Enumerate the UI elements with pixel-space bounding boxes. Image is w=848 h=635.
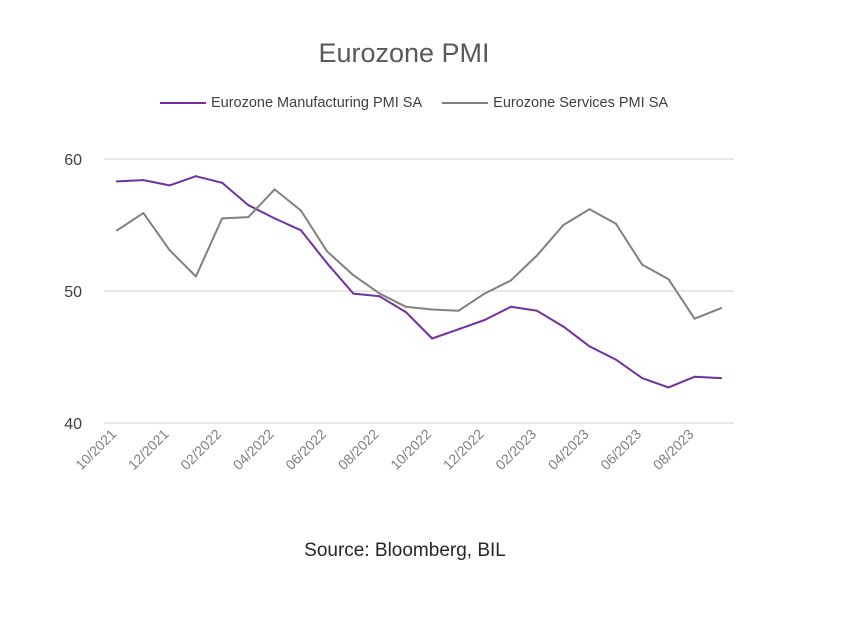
data-point-s0-19 xyxy=(614,358,617,361)
legend-swatch-manufacturing xyxy=(159,102,206,104)
data-point-s0-12 xyxy=(431,337,434,340)
data-point-s1-12 xyxy=(431,308,434,311)
data-point-s1-13 xyxy=(457,309,460,312)
data-point-s0-20 xyxy=(641,377,644,380)
data-point-s1-8 xyxy=(326,250,329,253)
data-point-s0-11 xyxy=(404,311,407,314)
data-point-s1-4 xyxy=(221,217,224,220)
data-point-s1-21 xyxy=(667,278,670,281)
data-point-s0-18 xyxy=(588,345,591,348)
data-point-s0-6 xyxy=(273,217,276,220)
data-point-s0-2 xyxy=(168,184,171,187)
x-tick-label-10-2022: 10/2022 xyxy=(387,426,434,473)
y-tick-label-60: 60 xyxy=(64,152,82,169)
legend-label-manufacturing: Eurozone Manufacturing PMI SA xyxy=(210,95,423,111)
data-point-s0-15 xyxy=(509,305,512,308)
data-point-s0-1 xyxy=(142,179,145,182)
data-point-s0-3 xyxy=(194,175,197,178)
x-tick-label-08-2023: 08/2023 xyxy=(650,426,697,473)
data-point-s1-19 xyxy=(614,222,617,225)
data-point-s0-22 xyxy=(693,375,696,378)
x-tick-label-12-2021: 12/2021 xyxy=(125,426,172,473)
data-point-s0-17 xyxy=(562,325,565,328)
series-line-0 xyxy=(116,175,722,389)
data-point-s1-9 xyxy=(352,274,355,277)
legend-swatch-services xyxy=(442,102,489,104)
legend-item-services: Eurozone Services PMI SA xyxy=(442,95,668,111)
data-point-s0-9 xyxy=(352,292,355,295)
data-point-s0-10 xyxy=(378,295,381,298)
legend-item-manufacturing: Eurozone Manufacturing PMI SA xyxy=(159,95,423,111)
chart-title: Eurozone PMI xyxy=(318,38,490,68)
data-point-s1-15 xyxy=(509,279,512,282)
data-point-s1-14 xyxy=(483,292,486,295)
data-point-s1-0 xyxy=(116,229,119,232)
legend: Eurozone Manufacturing PMI SA Eurozone S… xyxy=(0,92,828,111)
data-point-s1-22 xyxy=(693,317,696,320)
data-point-s1-7 xyxy=(299,209,302,212)
data-point-s0-23 xyxy=(719,377,722,380)
data-point-s0-0 xyxy=(116,180,119,183)
data-point-s1-17 xyxy=(562,224,565,226)
data-point-s0-7 xyxy=(299,229,302,232)
data-point-s0-8 xyxy=(326,262,329,265)
y-tick-label-50: 50 xyxy=(64,284,82,301)
data-point-s1-11 xyxy=(404,305,407,308)
data-point-s0-4 xyxy=(221,181,224,184)
x-tick-label-04-2023: 04/2023 xyxy=(545,426,592,473)
data-point-s0-21 xyxy=(667,386,670,389)
data-point-s1-1 xyxy=(142,212,145,215)
data-point-s0-16 xyxy=(536,309,539,312)
x-tick-label-06-2023: 06/2023 xyxy=(597,426,644,473)
x-tick-label-02-2023: 02/2023 xyxy=(492,426,539,473)
data-point-s1-6 xyxy=(273,188,276,191)
data-point-s1-16 xyxy=(536,254,539,257)
x-tick-label-02-2022: 02/2022 xyxy=(177,426,224,473)
data-point-s0-14 xyxy=(483,319,486,322)
y-tick-label-40: 40 xyxy=(64,416,82,433)
data-point-s0-13 xyxy=(457,328,460,331)
data-point-s1-10 xyxy=(378,292,381,295)
x-tick-label-08-2022: 08/2022 xyxy=(335,426,382,473)
data-point-s1-18 xyxy=(588,208,591,211)
legend-label-services: Eurozone Services PMI SA xyxy=(493,95,669,111)
data-point-s1-23 xyxy=(719,307,722,310)
source-note: Source: Bloomberg, BIL xyxy=(304,540,506,561)
data-point-s0-5 xyxy=(247,204,250,207)
series-line-1 xyxy=(116,188,722,320)
data-point-s1-20 xyxy=(641,263,644,266)
data-point-s1-5 xyxy=(247,216,250,219)
x-tick-label-06-2022: 06/2022 xyxy=(282,426,329,473)
x-tick-label-04-2022: 04/2022 xyxy=(230,426,277,473)
data-point-s1-3 xyxy=(194,275,197,278)
data-point-s1-2 xyxy=(168,249,171,252)
x-tick-label-12-2022: 12/2022 xyxy=(440,426,487,473)
